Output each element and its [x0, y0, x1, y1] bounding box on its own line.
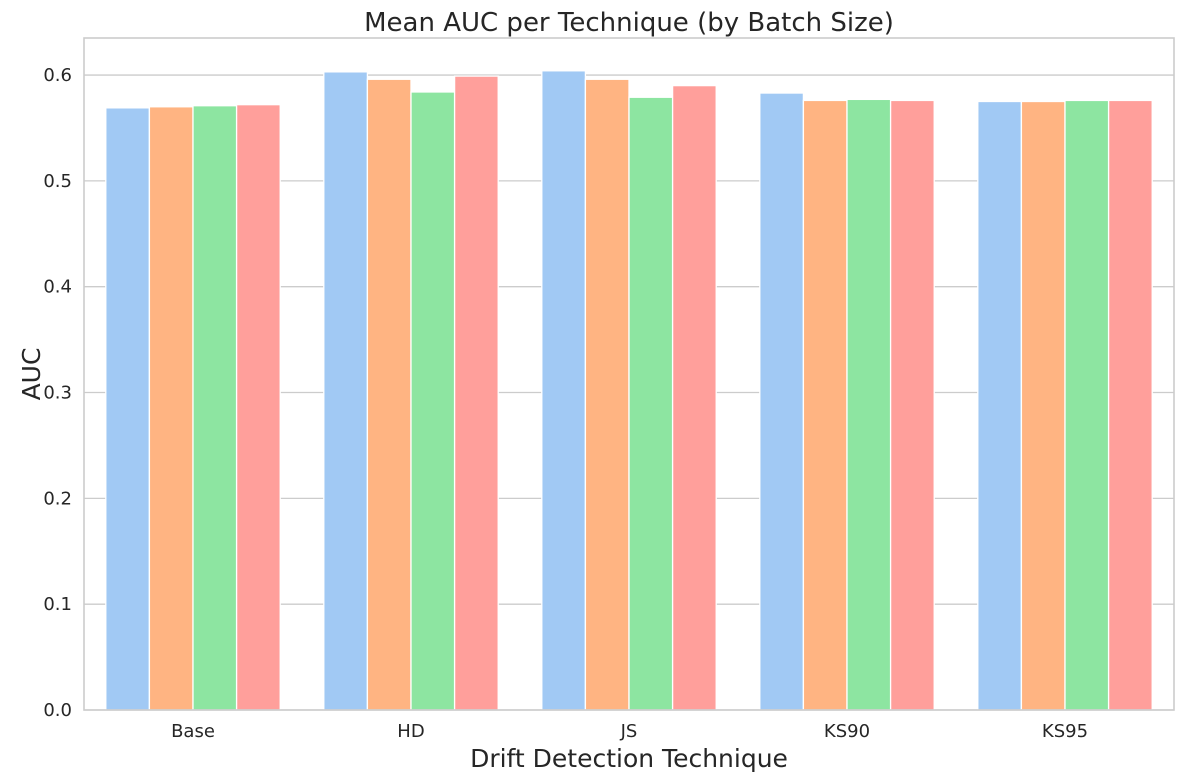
y-tick-label: 0.6	[43, 65, 72, 86]
x-tick-label: KS95	[1042, 721, 1088, 742]
y-tick-label: 0.0	[43, 700, 72, 721]
bar-ks95-3	[1064, 99, 1110, 711]
bar-ks90-3	[846, 98, 892, 711]
y-tick-label: 0.4	[43, 277, 72, 298]
bars	[105, 70, 1153, 711]
bar-js-2	[584, 78, 630, 711]
y-tick-label: 0.2	[43, 488, 72, 509]
chart-title: Mean AUC per Technique (by Batch Size)	[364, 8, 894, 38]
bar-hd-1	[323, 71, 369, 711]
bar-hd-2	[366, 78, 412, 711]
bar-hd-4	[453, 75, 499, 711]
bar-base-1	[105, 107, 151, 711]
y-axis-label: AUC	[17, 348, 46, 401]
bar-js-1	[541, 70, 587, 711]
y-tick-label: 0.1	[43, 594, 72, 615]
bar-base-3	[192, 105, 238, 711]
y-tick-label: 0.3	[43, 383, 72, 404]
bar-base-2	[148, 106, 194, 711]
bar-base-4	[235, 104, 281, 711]
x-tick-label: KS90	[824, 721, 870, 742]
x-tick-label: JS	[620, 721, 638, 742]
plot-frame	[83, 37, 1175, 711]
bar-ks90-1	[759, 92, 805, 711]
bar-ks95-1	[977, 100, 1023, 711]
bar-ks90-4	[889, 99, 935, 711]
bar-hd-3	[410, 91, 456, 711]
bar-js-4	[671, 84, 717, 711]
bar-ks95-2	[1020, 100, 1066, 711]
bar-ks95-4	[1107, 99, 1153, 711]
y-tick-label: 0.5	[43, 171, 72, 192]
y-tick-labels: 0.0 0.1 0.2 0.3 0.4 0.5 0.6	[43, 65, 72, 721]
bar-js-3	[628, 96, 674, 711]
x-tick-labels: Base HD JS KS90 KS95	[171, 721, 1088, 742]
bar-ks90-2	[802, 99, 848, 711]
x-tick-label: Base	[171, 721, 215, 742]
x-axis-label: Drift Detection Technique	[470, 744, 788, 773]
x-tick-label: HD	[397, 721, 424, 742]
